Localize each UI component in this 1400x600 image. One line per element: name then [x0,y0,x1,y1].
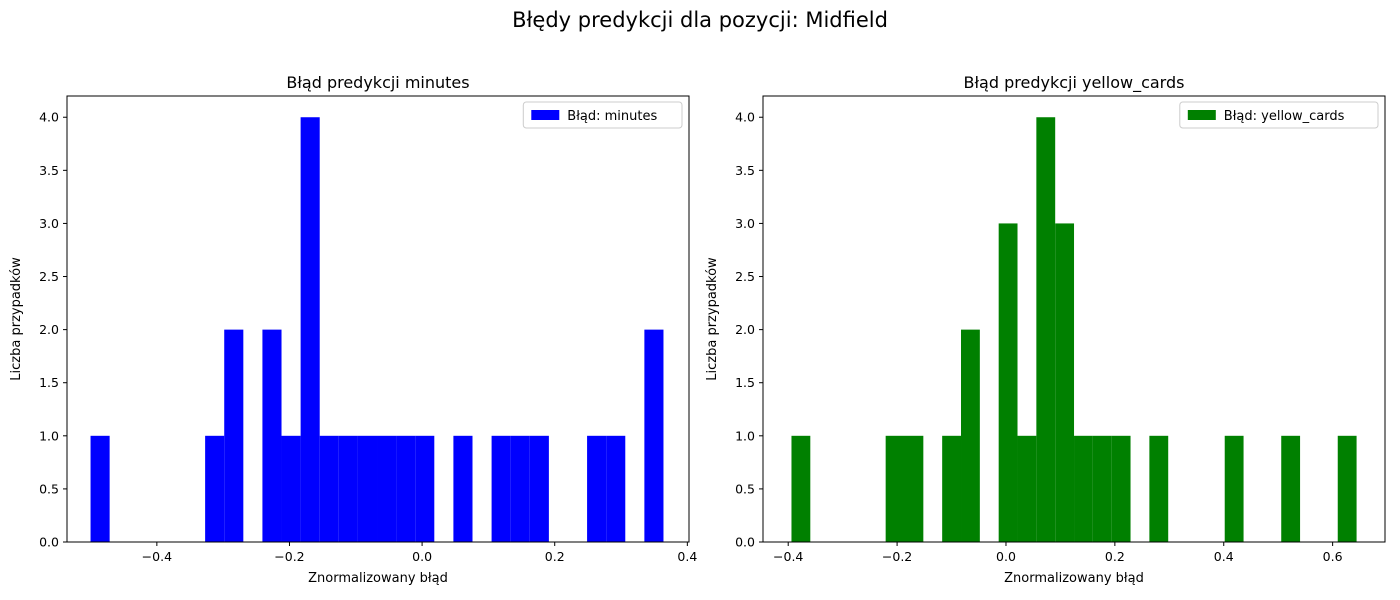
chart1-y-tick-label: 4.0 [39,110,59,125]
chart1-bar [396,435,416,542]
chart2-bar [1337,435,1357,542]
chart1-y-axis-label: Liczba przypadków [9,257,24,381]
chart1-bar [529,435,549,542]
chart2-y-tick-label: 3.5 [735,163,755,178]
chart2-y-tick-label: 4.0 [735,110,755,125]
chart2-bar [942,435,962,542]
chart2-bar [1017,435,1037,542]
chart1-title: Błąd predykcji minutes [286,73,469,92]
chart2-x-tick-label: 0.2 [1105,549,1125,564]
chart2-x-tick-label: 0.0 [996,549,1016,564]
chart2-bar [904,435,924,542]
chart1-bar [491,435,511,542]
chart2-x-tick-label: −0.4 [773,549,803,564]
chart2-legend-box [1179,101,1379,129]
chart1-bar [415,435,435,542]
chart2-bar [1224,435,1244,542]
chart1-axes-frame [66,95,690,543]
chart1-bar [510,435,530,542]
chart2-bar [1111,435,1131,542]
chart1-y-tick-label: 1.5 [39,375,59,390]
chart1-x-tick-label: −0.2 [274,549,304,564]
chart1-x-tick-label: 0.0 [412,549,432,564]
chart1-y-tick-label: 1.0 [39,428,59,443]
chart1-bar [262,329,282,542]
chart1-bar [587,435,607,542]
chart1-x-axis-label: Znormalizowany błąd [308,571,448,586]
chart2-bar [961,329,980,542]
chart2-y-axis-label: Liczba przypadków [705,257,720,381]
chart2-y-tick-label: 2.0 [735,322,755,337]
chart2-y-tick-label: 2.5 [735,269,755,284]
chart1-bar [644,329,664,542]
chart2-legend-swatch [1187,110,1216,120]
chart1-y-tick-label: 0.5 [39,481,59,496]
chart2-x-tick-label: 0.4 [1214,549,1234,564]
chart2-bar [1281,435,1301,542]
chart1-legend-label: Błąd: minutes [567,109,657,124]
chart1-bar [281,435,301,542]
chart1-y-tick-label: 3.0 [39,216,59,231]
chart2-title: Błąd predykcji yellow_cards [964,73,1185,93]
chart1-bar [300,117,320,542]
chart2-x-axis-label: Znormalizowany błąd [1004,571,1144,586]
chart1-legend-swatch [531,110,560,120]
figure-title: Błędy predykcji dla pozycji: Midfield [512,8,888,32]
chart1-bar [338,435,358,542]
chart2-bar [1055,223,1075,542]
chart1-bar [319,435,339,542]
chart2-x-tick-label: 0.6 [1323,549,1343,564]
chart2-bar [791,435,811,542]
chart2-bar [885,435,905,542]
chart2-axes-frame [762,95,1386,543]
chart2-bar [1092,435,1112,542]
chart2-bar [1149,435,1169,542]
chart1-bar [205,435,225,542]
chart2-y-tick-label: 1.5 [735,375,755,390]
chart2-y-tick-label: 0.0 [735,535,755,550]
chart2-y-tick-label: 3.0 [735,216,755,231]
chart1-bar [224,329,244,542]
chart1-x-tick-label: −0.4 [142,549,172,564]
chart1-legend-box [522,101,683,129]
chart1-bar [606,435,626,542]
chart1-bar [377,435,397,542]
chart2-x-tick-label: −0.2 [882,549,912,564]
chart2-y-tick-label: 0.5 [735,481,755,496]
chart1-y-tick-label: 2.0 [39,322,59,337]
chart1-x-tick-label: 0.4 [677,549,697,564]
chart1-bar [90,435,110,542]
chart1-y-tick-label: 0.0 [39,535,59,550]
chart2-bar [1036,117,1056,542]
chart2-bar [998,223,1018,542]
chart2-y-tick-label: 1.0 [735,428,755,443]
chart1-x-tick-label: 0.2 [545,549,565,564]
chart2-bar [1074,435,1093,542]
chart2-legend-label: Błąd: yellow_cards [1224,109,1345,124]
chart1-bar [357,435,378,542]
chart1-bar [453,435,473,542]
chart1-y-tick-label: 3.5 [39,163,59,178]
chart1-y-tick-label: 2.5 [39,269,59,284]
